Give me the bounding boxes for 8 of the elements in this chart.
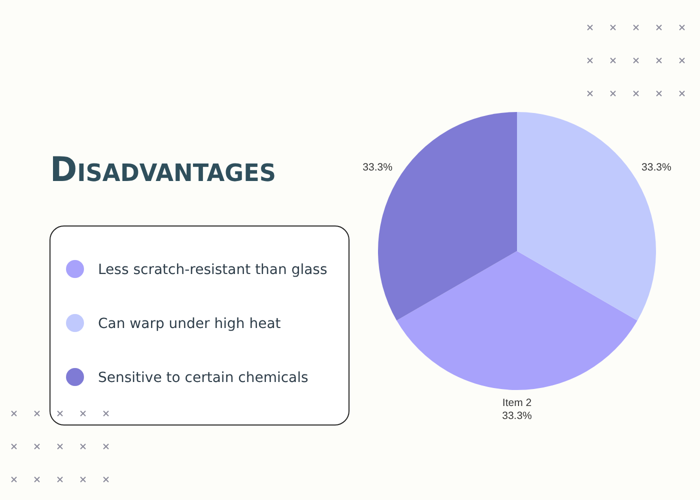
legend-label: Sensitive to certain chemicals <box>98 370 308 386</box>
data-label: 33.3% <box>362 162 392 174</box>
data-label: Item 2 33.3% <box>502 397 532 422</box>
text: Disadvantages <box>50 150 285 190</box>
data-label: 33.3% <box>642 162 672 174</box>
legend-label: Less scratch-resistant than glass <box>98 262 328 278</box>
pie-slice <box>396 251 638 390</box>
legend-label: Can warp under high heat <box>98 316 282 332</box>
